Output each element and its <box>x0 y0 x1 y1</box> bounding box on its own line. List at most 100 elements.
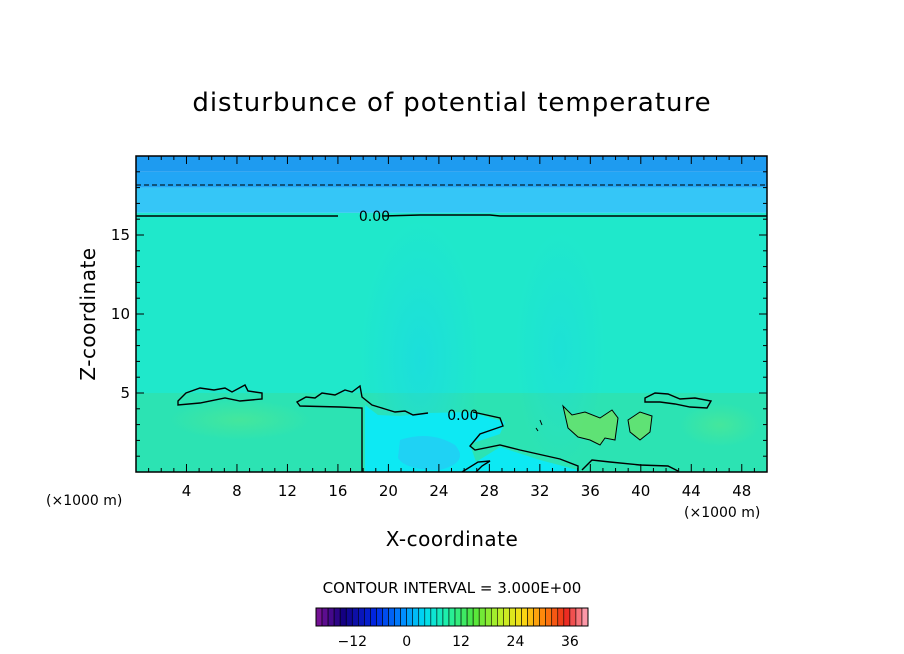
colorbar-cell <box>315 607 323 627</box>
x-axis-ticks: 4 8 12 16 20 24 28 32 36 40 44 48 <box>148 156 755 500</box>
colorbar-cell <box>563 607 571 627</box>
contour-zero-main <box>295 384 429 472</box>
colorbar-cell <box>545 607 553 627</box>
field-band <box>136 171 767 188</box>
colorbar-cell <box>406 607 414 627</box>
contour-fragment <box>535 419 543 432</box>
colorbar-cell <box>321 607 329 627</box>
colorbar-cell <box>490 607 498 627</box>
contour-lines <box>136 184 767 473</box>
colorbar-cell <box>557 607 565 627</box>
x-tick-label: 4 <box>182 482 192 500</box>
colorbar-cell <box>339 607 347 627</box>
x-tick-label: 48 <box>732 482 751 500</box>
colorbar <box>315 607 589 627</box>
y-tick-label: 15 <box>111 226 130 244</box>
colorbar-cell <box>527 607 534 627</box>
colorbar-cell <box>484 607 492 627</box>
field-shade <box>360 220 480 472</box>
colorbar-cell <box>351 607 359 627</box>
colorbar-cell <box>382 607 389 627</box>
contour-warm <box>627 411 653 441</box>
field-shade <box>680 403 760 447</box>
x-tick-label: 44 <box>682 482 701 500</box>
colorbar-cell <box>345 607 353 627</box>
x-tick-label: 12 <box>278 482 297 500</box>
y-axis-ticks: 5 10 15 <box>111 171 767 457</box>
field-band <box>136 156 767 172</box>
colorbar-cell <box>539 607 546 627</box>
contour-zero-left <box>177 384 263 406</box>
colorbar-cell <box>478 607 486 627</box>
colorbar-cell <box>400 607 407 627</box>
plot-area <box>136 156 767 472</box>
colorbar-cell <box>370 607 377 627</box>
contour-zero-upper <box>136 214 767 217</box>
warm-cell <box>628 412 652 440</box>
colorbar-tick-label: 24 <box>507 634 525 650</box>
colorbar-cell <box>333 607 341 627</box>
colorbar-cell <box>442 607 450 627</box>
contour-warm <box>562 404 619 446</box>
colorbar-ticks: −12 0 12 24 36 <box>337 634 578 650</box>
colorbar-cell <box>418 607 426 627</box>
colorbar-tick-label: 12 <box>452 634 470 650</box>
field-shade <box>170 400 310 440</box>
z-unit-label: (×1000 m) <box>684 505 760 521</box>
colorbar-cell <box>448 607 456 627</box>
contour-zero-lower <box>581 459 679 472</box>
x-tick-label: 20 <box>379 482 398 500</box>
colorbar-cell <box>497 607 504 627</box>
colorbar-cell <box>466 607 474 627</box>
colorbar-cell <box>436 607 444 627</box>
colorbar-cell <box>521 607 528 627</box>
x-tick-label: 28 <box>480 482 499 500</box>
colorbar-cell <box>509 607 516 627</box>
contour-zero-lower <box>461 460 491 473</box>
x-tick-label: 32 <box>530 482 549 500</box>
chart-title: disturbunce of potential temperature <box>192 88 711 118</box>
colorbar-cell <box>424 607 432 627</box>
colorbar-cell <box>472 607 480 627</box>
colorbar-cell <box>551 607 559 627</box>
colorbar-tick-label: −12 <box>337 634 367 650</box>
x-tick-label: 8 <box>232 482 242 500</box>
colorbar-cell <box>376 607 383 627</box>
y-tick-label: 5 <box>120 384 130 402</box>
colorbar-cell <box>388 607 395 627</box>
contour-zero-main <box>469 411 579 471</box>
contour-interval-text: CONTOUR INTERVAL = 3.000E+00 <box>323 579 582 597</box>
colorbar-cell <box>575 607 583 627</box>
colorbar-cell <box>364 607 371 627</box>
colorbar-cell <box>533 607 540 627</box>
colorbar-cell <box>454 607 462 627</box>
cold-pool-core <box>398 436 460 470</box>
x-tick-label: 24 <box>429 482 448 500</box>
colorbar-cell <box>412 607 420 627</box>
colorbar-cell <box>430 607 438 627</box>
colorbar-tick-label: 0 <box>402 634 411 650</box>
colorbar-cell <box>515 607 522 627</box>
colorbar-cell <box>460 607 468 627</box>
colorbar-tick-label: 36 <box>561 634 579 650</box>
colorbar-cell <box>569 607 577 627</box>
x-tick-label: 40 <box>631 482 650 500</box>
colorbar-cell <box>327 607 335 627</box>
y-axis-label: Z-coordinate <box>76 247 100 380</box>
contour-label: 0.00 <box>447 408 478 424</box>
colorbar-frame <box>315 607 589 627</box>
x-unit-label: (×1000 m) <box>46 493 122 509</box>
field-shade <box>515 230 605 470</box>
colorbar-cell <box>581 607 589 627</box>
contour-labels: 0.00 0.00 <box>359 209 479 424</box>
x-tick-label: 16 <box>328 482 347 500</box>
colorbar-cell <box>503 607 510 627</box>
x-tick-label: 36 <box>581 482 600 500</box>
y-tick-label: 10 <box>111 305 130 323</box>
colorbar-cell <box>394 607 401 627</box>
contour-zero-right <box>644 392 713 409</box>
field-band <box>136 187 767 213</box>
x-axis-label: X-coordinate <box>386 527 519 551</box>
contour-label: 0.00 <box>359 209 390 225</box>
